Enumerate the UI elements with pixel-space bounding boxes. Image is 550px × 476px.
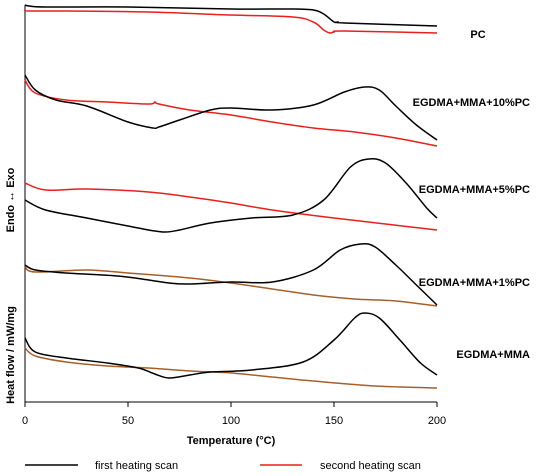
curve-pc-first-heating xyxy=(24,4,438,27)
legend: first heating scan second heating scan xyxy=(25,460,421,472)
x-tick-label-200: 200 xyxy=(428,415,446,427)
x-axis-label: Temperature (°C) xyxy=(187,435,276,447)
legend-label-second-heating: second heating scan xyxy=(320,460,421,472)
sample-label-egdma-mma-1-pc: EGDMA+MMA+1%PC xyxy=(419,277,530,289)
curve-egdma-mma-5-pc-first-heating xyxy=(24,158,438,233)
curve-egdma-mma-1-pc-first-heating xyxy=(24,243,438,306)
x-ticks: 0 50 100 150 200 xyxy=(22,402,446,427)
curve-egdma-mma-5-pc-second-heating xyxy=(24,182,438,231)
sample-labels: PC EGDMA+MMA+10%PC EGDMA+MMA+5%PC EGDMA+MMA… xyxy=(413,29,530,361)
legend-label-first-heating: first heating scan xyxy=(95,460,178,472)
curve-pc-second-heating xyxy=(24,9,438,34)
sample-label-egdma-mma-10-pc: EGDMA+MMA+10%PC xyxy=(413,97,530,109)
y-axis-label: Heat flow / mW/mg xyxy=(5,306,17,404)
sample-label-egdma-mma: EGDMA+MMA xyxy=(456,349,530,361)
curve-egdma-mma-1-pc-second-heating xyxy=(24,266,438,307)
curve-egdma-mma-first-heating xyxy=(24,312,438,379)
x-tick-label-100: 100 xyxy=(222,415,240,427)
x-tick-label-50: 50 xyxy=(122,415,134,427)
x-tick-label-0: 0 xyxy=(22,415,28,427)
sample-label-egdma-mma-5-pc: EGDMA+MMA+5%PC xyxy=(419,184,530,196)
curves xyxy=(24,4,438,389)
x-tick-label-150: 150 xyxy=(325,415,343,427)
curve-egdma-mma-10-pc-first-heating xyxy=(24,74,438,141)
endo-exo-annotation: Endo ↔ Exo xyxy=(5,167,17,232)
curve-egdma-mma-second-heating xyxy=(24,347,438,389)
sample-label-pc: PC xyxy=(470,29,485,41)
curve-egdma-mma-10-pc-second-heating xyxy=(24,79,438,147)
